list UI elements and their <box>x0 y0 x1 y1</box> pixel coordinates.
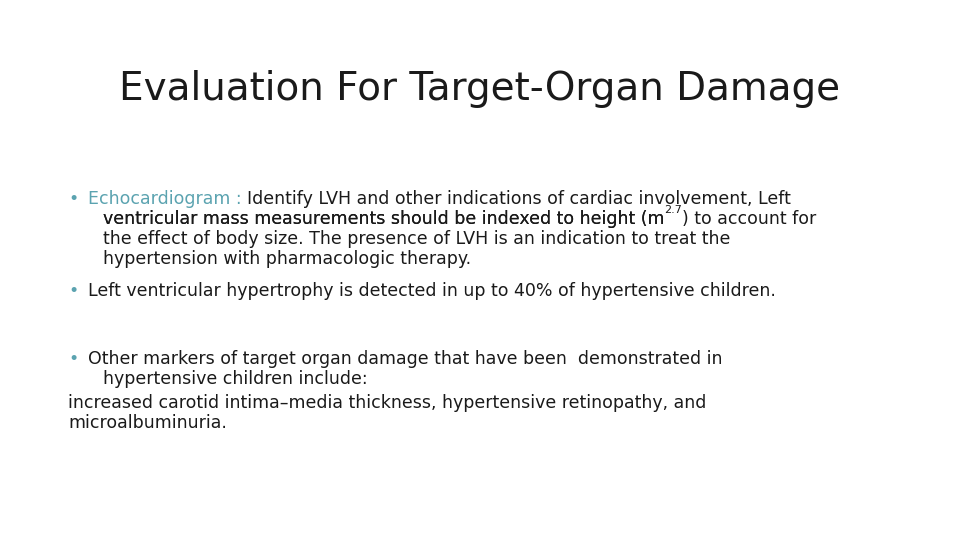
Text: Echocardiogram :: Echocardiogram : <box>88 190 247 208</box>
Text: •: • <box>68 350 79 368</box>
Text: Other markers of target organ damage that have been  demonstrated in: Other markers of target organ damage tha… <box>88 350 723 368</box>
Text: the effect of body size. The presence of LVH is an indication to treat the: the effect of body size. The presence of… <box>103 230 731 248</box>
Text: hypertensive children include:: hypertensive children include: <box>103 370 368 388</box>
Text: ventricular mass measurements should be indexed to height (m: ventricular mass measurements should be … <box>103 210 664 228</box>
Text: hypertension with pharmacologic therapy.: hypertension with pharmacologic therapy. <box>103 250 471 268</box>
Text: •: • <box>68 190 79 208</box>
Text: Left ventricular hypertrophy is detected in up to 40% of hypertensive children.: Left ventricular hypertrophy is detected… <box>88 282 776 300</box>
Text: ) to account for: ) to account for <box>683 210 817 228</box>
Text: •: • <box>68 282 79 300</box>
Text: Identify LVH and other indications of cardiac involvement, Left: Identify LVH and other indications of ca… <box>247 190 791 208</box>
Text: increased carotid intima–media thickness, hypertensive retinopathy, and: increased carotid intima–media thickness… <box>68 394 707 412</box>
Text: microalbuminuria.: microalbuminuria. <box>68 414 227 432</box>
Text: Evaluation For Target-Organ Damage: Evaluation For Target-Organ Damage <box>119 70 841 108</box>
Text: ventricular mass measurements should be indexed to height (m: ventricular mass measurements should be … <box>103 210 664 228</box>
Text: 2.7: 2.7 <box>664 205 683 215</box>
